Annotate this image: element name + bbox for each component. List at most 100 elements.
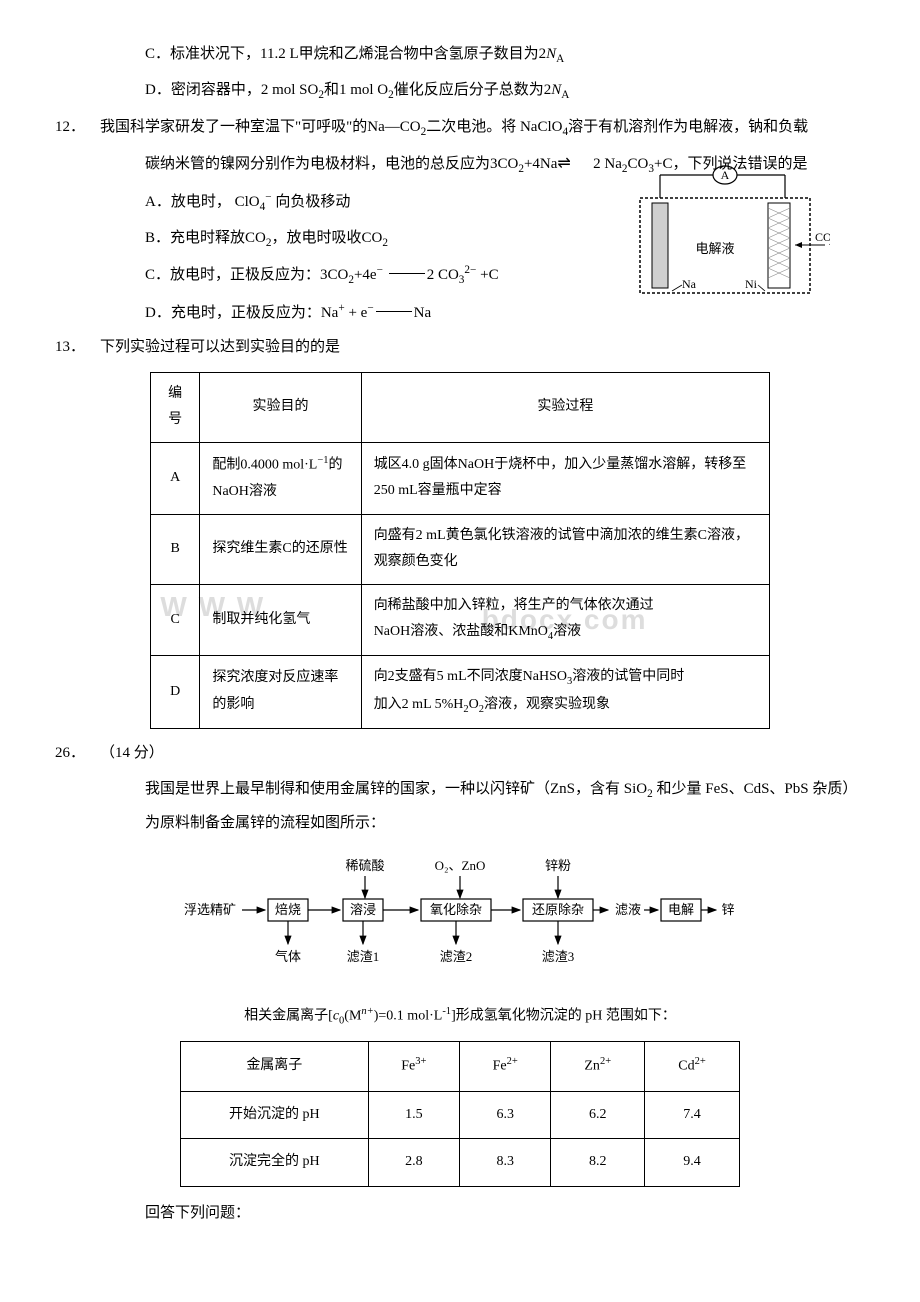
ph-h1: Fe3+ bbox=[368, 1042, 459, 1091]
ph-r0-v2: 6.2 bbox=[551, 1091, 645, 1139]
node-7: 锌 bbox=[721, 902, 734, 917]
q11-d-sub: A bbox=[561, 89, 569, 101]
q26-header: 26．（14 分） bbox=[60, 739, 860, 768]
ph-r0-v1: 6.3 bbox=[460, 1091, 551, 1139]
table-row: D 探究浓度对反应速率的影响 向2支盛有5 mL不同浓度NaHSO3溶液的试管中… bbox=[151, 656, 770, 728]
ph-row: 开始沉淀的 pH 1.5 6.3 6.2 7.4 bbox=[181, 1091, 740, 1139]
reversible-arrow-icon bbox=[557, 149, 589, 161]
q12a-t2: 向负极移动 bbox=[272, 194, 351, 210]
ph-h3: Zn2+ bbox=[551, 1042, 645, 1091]
q26-p1a: 我国是世界上最早制得和使用金属锌的国家，一种以闪锌矿（ZnS，含有 SiO bbox=[145, 781, 647, 797]
q12-option-a: A．放电时， ClO4− 向负极移动 bbox=[60, 187, 540, 218]
answer-prompt-text: 回答下列问题： bbox=[145, 1205, 250, 1221]
bottom-label-2: 滤渣2 bbox=[440, 949, 473, 964]
cell-d-purpose: 探究浓度对反应速率的影响 bbox=[200, 656, 361, 728]
flow-diagram: 稀硫酸 O₂、ZnO 锌粉 浮选精矿 焙烧 溶浸 氧化除杂 还原除杂 滤液 电解… bbox=[180, 856, 740, 986]
q12c-t1: C．放电时，正极反应为：3CO bbox=[145, 267, 348, 283]
q12-s2: 二次电池。将 NaClO bbox=[426, 119, 562, 135]
q11-c-sub: A bbox=[556, 53, 564, 65]
q26-para1: 我国是世界上最早制得和使用金属锌的国家，一种以闪锌矿（ZnS，含有 SiO2 和… bbox=[60, 773, 860, 840]
node-3: 氧化除杂 bbox=[430, 902, 482, 917]
top-label-1: 稀硫酸 bbox=[345, 858, 384, 873]
q11-d-N: N bbox=[551, 82, 561, 98]
cell-a-id: A bbox=[151, 442, 200, 514]
co2-label: CO bbox=[815, 230, 830, 244]
q12-num: 12． bbox=[55, 113, 100, 142]
ni-label: Ni bbox=[745, 277, 758, 291]
q11-option-c: C．标准状况下，11.2 L甲烷和乙烯混合物中含氢原子数目为2NA bbox=[60, 40, 860, 70]
supminus2: − bbox=[377, 264, 383, 276]
ph-r0-v0: 1.5 bbox=[368, 1091, 459, 1139]
q12c-t2: +4e bbox=[354, 267, 377, 283]
bottom-label-0: 气体 bbox=[275, 949, 301, 964]
table-header-row: 编号 实验目的 实验过程 bbox=[151, 372, 770, 442]
eq-line-icon bbox=[389, 273, 425, 274]
cap-m1: -1 bbox=[442, 1006, 451, 1017]
table-row: B 探究维生素C的还原性 向盛有2 mL黄色氯化铁溶液的试管中滴加浓的维生素C溶… bbox=[151, 514, 770, 584]
ph-h0: 金属离子 bbox=[181, 1042, 369, 1091]
q12b-t2: ，放电时吸收CO bbox=[271, 230, 382, 246]
th-process: 实验过程 bbox=[361, 372, 769, 442]
q12-l2b: +4Na bbox=[524, 156, 557, 172]
sup2m: 2− bbox=[464, 264, 476, 276]
cell-d-id: D bbox=[151, 656, 200, 728]
eq-line-icon2 bbox=[376, 311, 412, 312]
cell-c-process: 向稀盐酸中加入锌粒，将生产的气体依次通过NaOH溶液、浓盐酸和KMnO4溶液 b… bbox=[361, 584, 769, 655]
q12-stem: 12．我国科学家研发了一种室温下"可呼吸"的Na—CO2二次电池。将 NaClO… bbox=[60, 113, 860, 143]
ph-r0-v3: 7.4 bbox=[645, 1091, 740, 1139]
cap-d: ]形成氢氧化物沉淀的 pH 范围如下： bbox=[451, 1009, 676, 1024]
ph-r1-v0: 2.8 bbox=[368, 1139, 459, 1187]
q12c-t3: 2 CO bbox=[427, 267, 459, 283]
q13-num: 13． bbox=[55, 333, 100, 362]
q13-text: 下列实验过程可以达到实验目的的是 bbox=[100, 339, 340, 355]
q11-d-t1: D．密闭容器中，2 mol SO bbox=[145, 82, 318, 98]
ph-table: 金属离子 Fe3+ Fe2+ Zn2+ Cd2+ 开始沉淀的 pH 1.5 6.… bbox=[180, 1041, 740, 1186]
node-2: 溶浸 bbox=[350, 902, 376, 917]
q12c-t4: +C bbox=[476, 267, 498, 283]
q26-answer-prompt: 回答下列问题： bbox=[60, 1197, 860, 1230]
q12-options: A．放电时， ClO4− 向负极移动 B．充电时释放CO2，放电时吸收CO2 C… bbox=[60, 187, 540, 328]
ph-r1-v3: 9.4 bbox=[645, 1139, 740, 1187]
q26-num: 26． bbox=[55, 739, 100, 768]
q11-d-t3: 催化反应后分子总数为2 bbox=[394, 82, 552, 98]
ph-r1-label: 沉淀完全的 pH bbox=[181, 1139, 369, 1187]
q12b-t1: B．充电时释放CO bbox=[145, 230, 266, 246]
q11-c-text: C．标准状况下，11.2 L甲烷和乙烯混合物中含氢原子数目为2 bbox=[145, 46, 546, 62]
q12-s3: 溶于有机溶剂作为电解液，钠和负载 bbox=[568, 119, 808, 135]
q26-p1b: 和少量 FeS、CdS、PbS 杂质） bbox=[653, 781, 858, 797]
cap-c: )=0.1 mol·L bbox=[374, 1009, 443, 1024]
q11-c-N: N bbox=[546, 46, 556, 62]
cell-a-process: 城区4.0 g固体NaOH于烧杯中，加入少量蒸馏水溶解，转移至250 mL容量瓶… bbox=[361, 442, 769, 514]
th-purpose: 实验目的 bbox=[200, 372, 361, 442]
electrolyte-label: 电解液 bbox=[695, 241, 734, 256]
node-6: 电解 bbox=[668, 902, 694, 917]
q12d-t1: D．充电时，正极反应为：Na bbox=[145, 305, 338, 321]
q12-s1: 我国科学家研发了一种室温下"可呼吸"的Na—CO bbox=[100, 119, 421, 135]
q13-stem: 13．下列实验过程可以达到实验目的的是 bbox=[60, 333, 860, 362]
cell-a-purpose: 配制0.4000 mol·L−1的NaOH溶液 bbox=[200, 442, 361, 514]
node-0: 浮选精矿 bbox=[184, 902, 236, 917]
co2-sub: 2 bbox=[829, 237, 830, 247]
q26-score: （14 分） bbox=[100, 745, 164, 761]
bottom-label-3: 滤渣3 bbox=[542, 949, 575, 964]
top-label-2: O₂、ZnO bbox=[435, 858, 486, 873]
node-1: 焙烧 bbox=[275, 902, 301, 917]
cell-b-id: B bbox=[151, 514, 200, 584]
ph-r0-label: 开始沉淀的 pH bbox=[181, 1091, 369, 1139]
q12d-t3: Na bbox=[414, 305, 432, 321]
bottom-label-1: 滤渣1 bbox=[347, 949, 380, 964]
cell-c-purpose: 制取并纯化氢气W W W bbox=[200, 584, 361, 655]
cap-b: (M bbox=[344, 1009, 361, 1024]
na-label: Na bbox=[682, 277, 697, 291]
q26-p1c: 为原料制备金属锌的流程如图所示： bbox=[145, 815, 385, 831]
ph-h4: Cd2+ bbox=[645, 1042, 740, 1091]
q12-container: 12．我国科学家研发了一种室温下"可呼吸"的Na—CO2二次电池。将 NaClO… bbox=[60, 113, 860, 327]
q12-option-c: C．放电时，正极反应为：3CO2+4e− 2 CO32− +C bbox=[60, 260, 540, 291]
cell-d-process: 向2支盛有5 mL不同浓度NaHSO3溶液的试管中同时加入2 mL 5%H2O2… bbox=[361, 656, 769, 728]
ph-header-row: 金属离子 Fe3+ Fe2+ Zn2+ Cd2+ bbox=[181, 1042, 740, 1091]
ph-caption: 相关金属离子[c0(Mn+)=0.1 mol·L-1]形成氢氧化物沉淀的 pH … bbox=[60, 1002, 860, 1031]
cap-a: 相关金属离子[ bbox=[244, 1009, 333, 1024]
q12-l2a: 碳纳米管的镍网分别作为电极材料，电池的总反应为3CO bbox=[145, 156, 518, 172]
th-id: 编号 bbox=[151, 372, 200, 442]
q11-option-d: D．密闭容器中，2 mol SO2和1 mol O2催化反应后分子总数为2NA bbox=[60, 76, 860, 106]
